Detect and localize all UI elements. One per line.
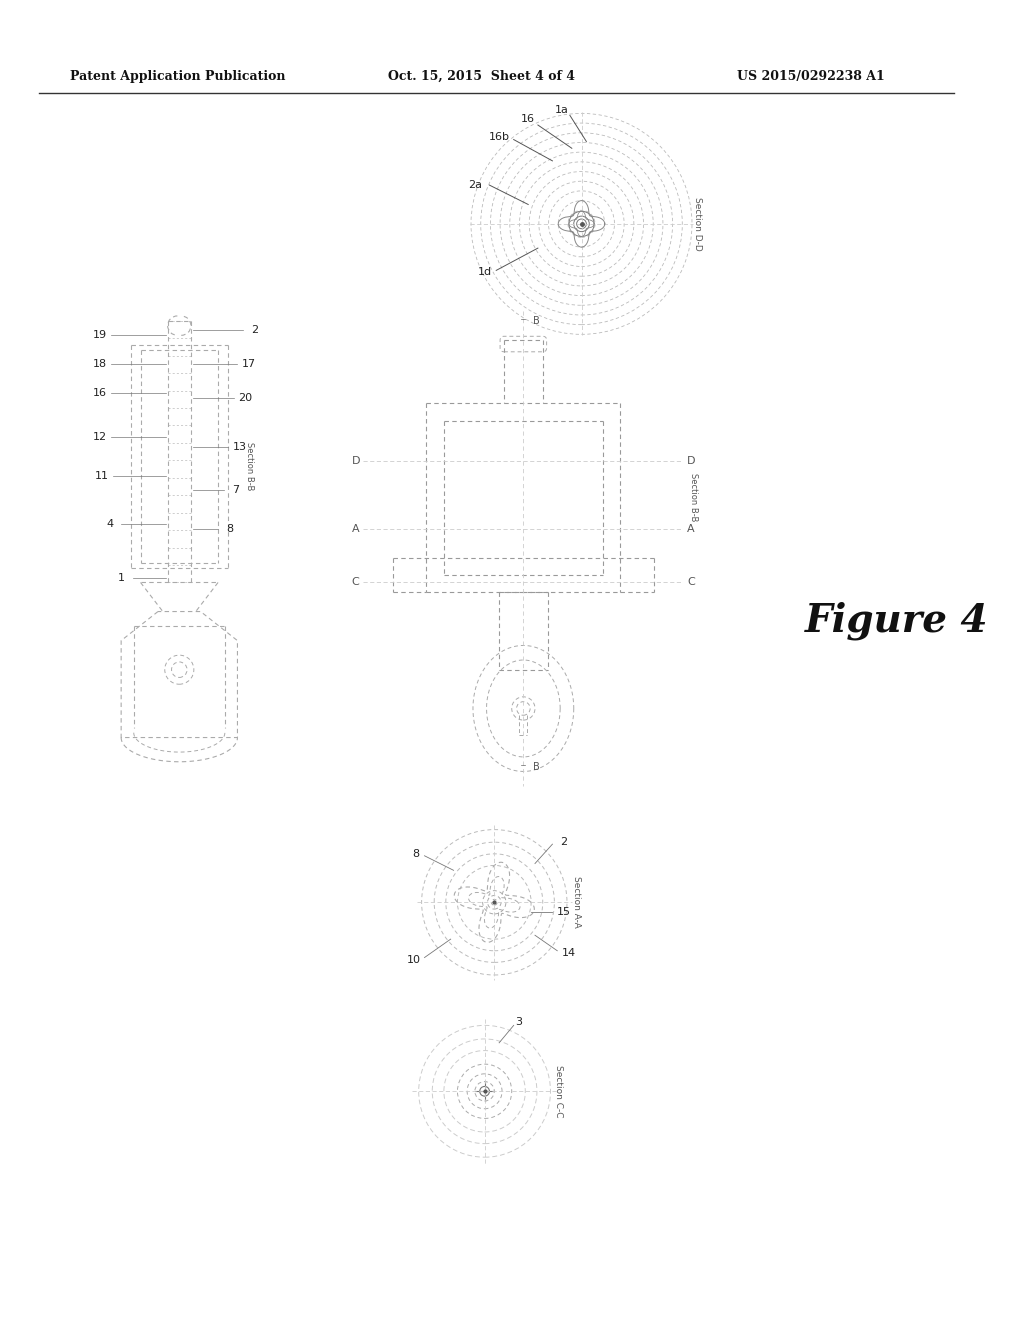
Text: 19: 19 bbox=[93, 330, 106, 341]
Text: D: D bbox=[352, 457, 360, 466]
Text: 16: 16 bbox=[521, 115, 536, 124]
Text: 8: 8 bbox=[226, 524, 233, 535]
Text: Section D-D: Section D-D bbox=[693, 197, 702, 251]
Text: Figure 4: Figure 4 bbox=[805, 602, 988, 640]
Text: 18: 18 bbox=[93, 359, 106, 370]
Text: 12: 12 bbox=[93, 432, 106, 442]
Text: 16b: 16b bbox=[488, 132, 510, 141]
Text: 1a: 1a bbox=[555, 104, 569, 115]
Text: 14: 14 bbox=[562, 948, 577, 958]
Text: C: C bbox=[352, 577, 359, 587]
Text: 2: 2 bbox=[251, 326, 258, 335]
Text: Section B-B: Section B-B bbox=[689, 473, 698, 521]
Text: 20: 20 bbox=[239, 393, 252, 404]
Text: Section B-B: Section B-B bbox=[245, 442, 254, 490]
Text: 16: 16 bbox=[93, 388, 106, 399]
Text: Oct. 15, 2015  Sheet 4 of 4: Oct. 15, 2015 Sheet 4 of 4 bbox=[388, 70, 574, 83]
Text: 13: 13 bbox=[232, 442, 247, 451]
Text: 2a: 2a bbox=[468, 180, 482, 190]
Text: 17: 17 bbox=[242, 359, 256, 370]
Text: US 2015/0292238 A1: US 2015/0292238 A1 bbox=[736, 70, 885, 83]
Text: 2: 2 bbox=[560, 837, 567, 847]
Text: 7: 7 bbox=[232, 486, 239, 495]
Text: 11: 11 bbox=[95, 471, 109, 480]
Text: A: A bbox=[352, 524, 359, 535]
Text: 4: 4 bbox=[105, 519, 113, 529]
Text: Section C-C: Section C-C bbox=[554, 1065, 563, 1118]
Text: C: C bbox=[687, 577, 695, 587]
Text: 10: 10 bbox=[408, 956, 421, 965]
Text: 1d: 1d bbox=[477, 268, 492, 277]
Text: 1: 1 bbox=[118, 573, 125, 582]
Text: B: B bbox=[534, 315, 540, 326]
Text: D: D bbox=[687, 457, 695, 466]
Text: 15: 15 bbox=[557, 907, 571, 917]
Text: B: B bbox=[534, 762, 540, 772]
Text: 3: 3 bbox=[516, 1016, 522, 1027]
Text: Patent Application Publication: Patent Application Publication bbox=[70, 70, 286, 83]
Text: 8: 8 bbox=[412, 849, 419, 859]
Text: A: A bbox=[687, 524, 694, 535]
Text: Section A-A: Section A-A bbox=[571, 876, 581, 928]
